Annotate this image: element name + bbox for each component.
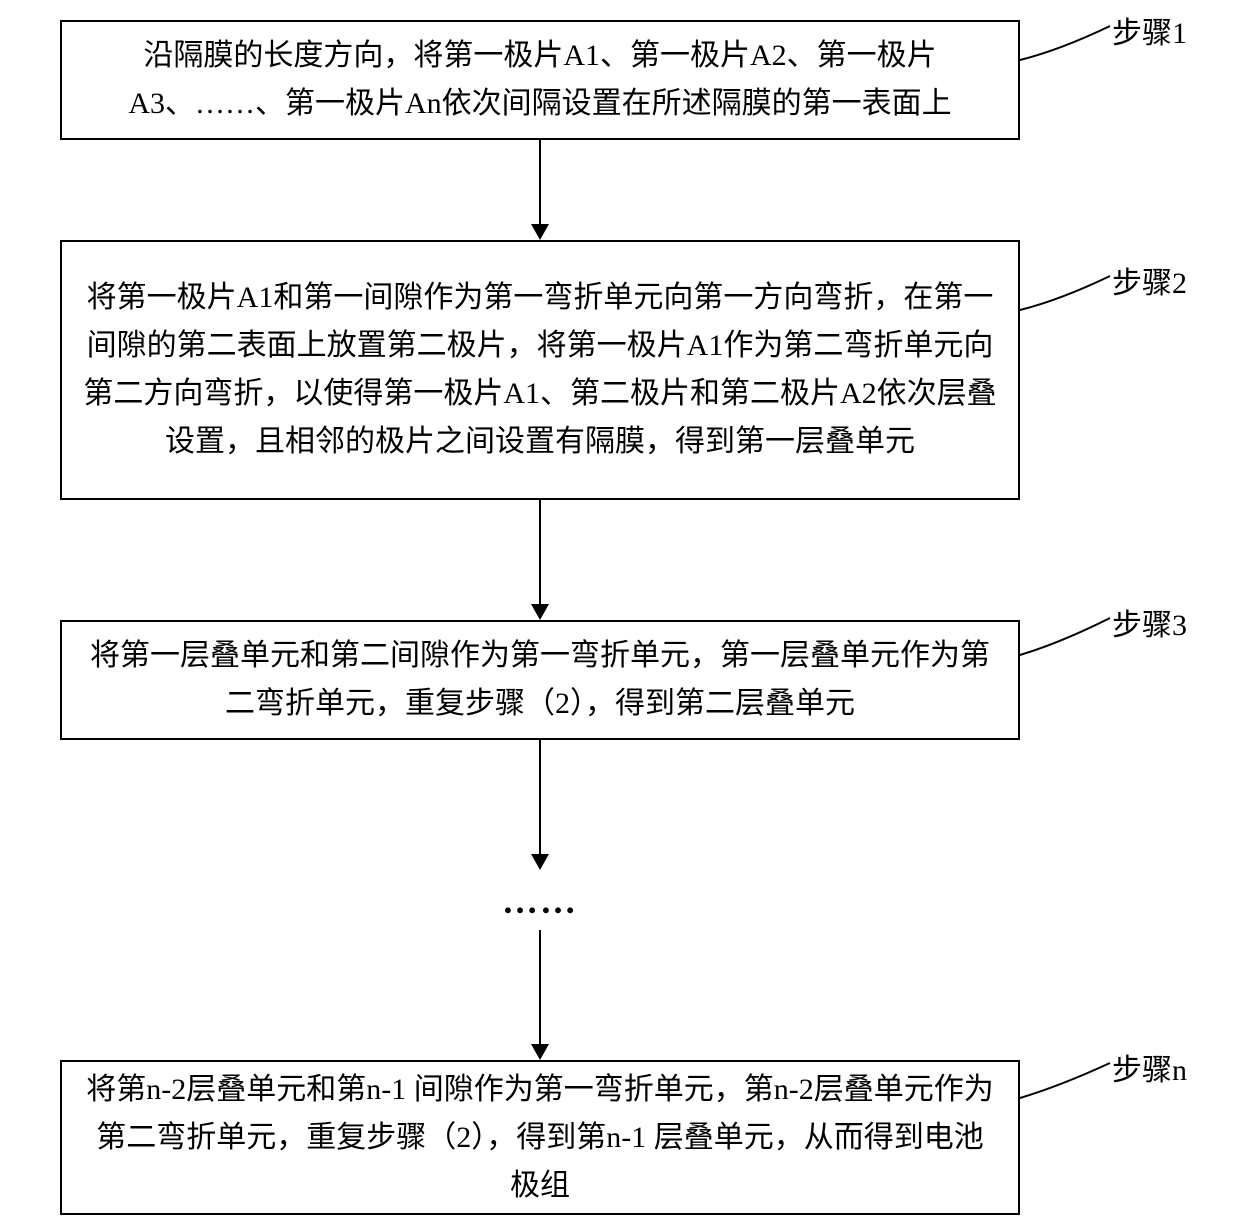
ellipsis: …… <box>502 880 578 922</box>
step-label-3: 步骤3 <box>1112 600 1187 644</box>
step-label-text: 步骤2 <box>1112 267 1187 300</box>
leader-line-step2 <box>0 0 1240 1232</box>
flow-box-text: 沿隔膜的长度方向，将第一极片A1、第一极片A2、第一极片A3、……、第一极片An… <box>82 32 998 128</box>
leader-line-step1 <box>0 0 1240 1232</box>
leader-line-stepn <box>0 0 1240 1232</box>
step-label-2: 步骤2 <box>1112 258 1187 302</box>
step-label-text: 步骤1 <box>1112 17 1187 50</box>
flow-box-text: 将第n-2层叠单元和第n-1 间隙作为第一弯折单元，第n-2层叠单元作为第二弯折… <box>82 1066 998 1210</box>
step-label-1: 步骤1 <box>1112 8 1187 52</box>
step-label-text: 步骤n <box>1112 1054 1187 1087</box>
flow-box-stepn: 将第n-2层叠单元和第n-1 间隙作为第一弯折单元，第n-2层叠单元作为第二弯折… <box>60 1060 1020 1215</box>
leader-line-step3 <box>0 0 1240 1232</box>
step-label-text: 步骤3 <box>1112 609 1187 642</box>
flow-box-text: 将第一层叠单元和第二间隙作为第一弯折单元，第一层叠单元作为第二弯折单元，重复步骤… <box>82 632 998 728</box>
flow-box-text: 将第一极片A1和第一间隙作为第一弯折单元向第一方向弯折，在第一间隙的第二表面上放… <box>82 274 998 466</box>
step-label-n: 步骤n <box>1112 1045 1187 1089</box>
flow-box-step1: 沿隔膜的长度方向，将第一极片A1、第一极片A2、第一极片A3、……、第一极片An… <box>60 20 1020 140</box>
flow-box-step3: 将第一层叠单元和第二间隙作为第一弯折单元，第一层叠单元作为第二弯折单元，重复步骤… <box>60 620 1020 740</box>
ellipsis-text: …… <box>502 881 578 921</box>
flow-box-step2: 将第一极片A1和第一间隙作为第一弯折单元向第一方向弯折，在第一间隙的第二表面上放… <box>60 240 1020 500</box>
